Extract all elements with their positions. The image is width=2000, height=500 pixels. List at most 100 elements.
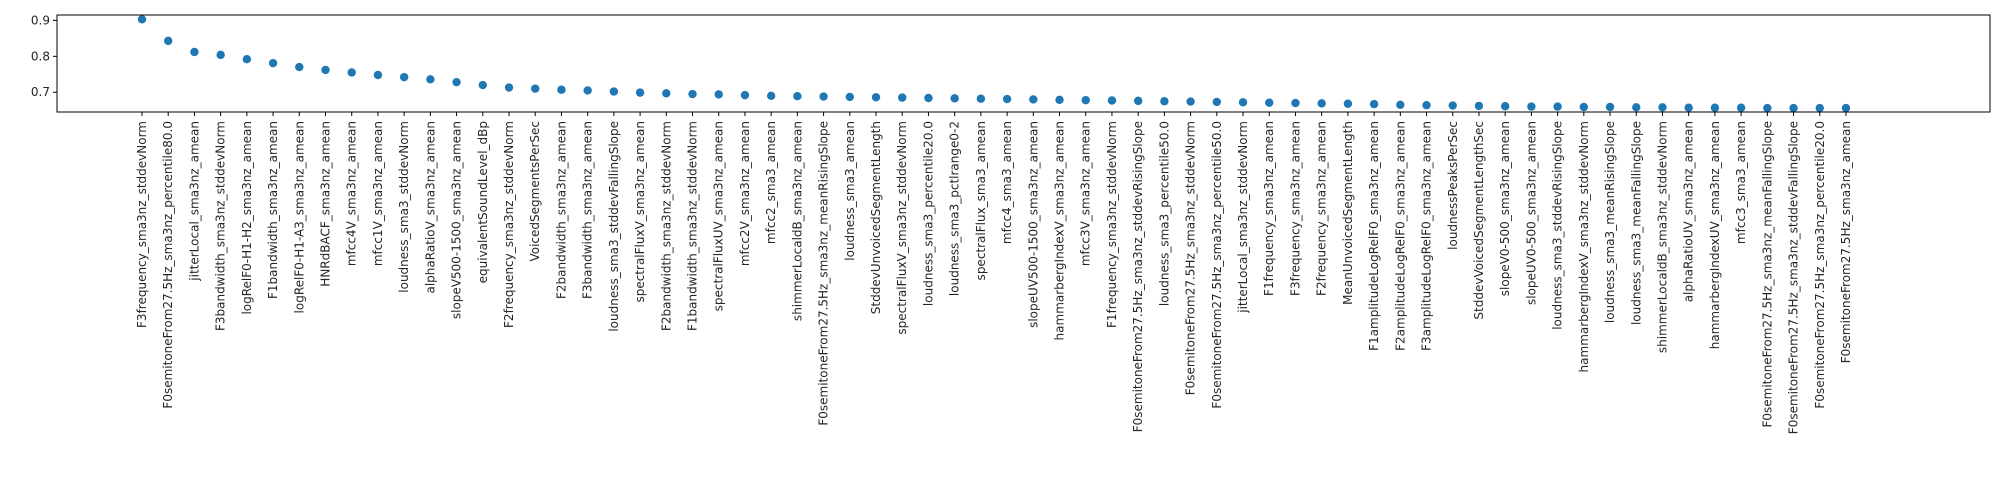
data-point xyxy=(216,50,225,60)
x-tick-label: mfcc4V_sma3nz_amean xyxy=(345,121,359,266)
x-tick-label: F0semitoneFrom27.5Hz_sma3nz_meanFallingS… xyxy=(1760,121,1774,428)
x-tick-label: F1amplitudeLogRelF0_sma3nz_amean xyxy=(1367,121,1381,351)
data-point xyxy=(1107,96,1117,105)
x-tick-label: alphaRatioV_sma3nz_amean xyxy=(423,121,437,294)
y-axis: 0.7 0.8 0.9 xyxy=(31,13,57,99)
x-tick-label: F2frequency_sma3nz_stddevNorm xyxy=(502,121,516,328)
data-point xyxy=(635,88,645,97)
data-point xyxy=(1055,95,1064,104)
x-tick-label: F2amplitudeLogRelF0_sma3nz_amean xyxy=(1393,121,1407,351)
data-point xyxy=(1632,103,1641,112)
x-tick-label: jitterLocal_sma3nz_amean xyxy=(187,121,201,282)
x-tick-label: slopeV0-500_sma3nz_amean xyxy=(1498,121,1512,296)
data-point xyxy=(976,94,986,103)
x-tick-label: mfcc3V_sma3nz_amean xyxy=(1079,121,1093,266)
x-tick-label: loudness_sma3_meanFallingSlope xyxy=(1629,121,1643,325)
x-tick-label: spectralFlux_sma3_amean xyxy=(974,121,988,280)
x-tick-label: spectralFluxV_sma3nz_amean xyxy=(633,121,647,303)
x-tick-label: F0semitoneFrom27.5Hz_sma3nz_percentile20… xyxy=(1813,121,1827,409)
data-point xyxy=(845,92,855,102)
x-tick-label: slopeUV500-1500_sma3nz_amean xyxy=(1026,121,1040,328)
x-tick-label: loudness_sma3_stddevNorm xyxy=(397,121,411,293)
x-tick-label: F3amplitudeLogRelF0_sma3nz_amean xyxy=(1420,121,1434,351)
data-point xyxy=(1081,95,1090,105)
x-tick-label: F2bandwidth_sma3nz_amean xyxy=(554,121,568,299)
x-tick-label: F0semitoneFrom27.5Hz_sma3nz_stddevRising… xyxy=(1131,121,1145,432)
data-point xyxy=(321,65,330,75)
x-tick-label: F3frequency_sma3nz_stddevNorm xyxy=(135,121,149,328)
x-tick-label: F0semitoneFrom27.5Hz_sma3nz_meanRisingSl… xyxy=(817,121,831,426)
x-tick-label: VoicedSegmentsPerSec xyxy=(528,121,542,262)
y-tick-label: 0.8 xyxy=(31,49,50,63)
data-point xyxy=(688,89,697,99)
x-tick-label: F2bandwidth_sma3nz_stddevNorm xyxy=(659,121,673,331)
data-point xyxy=(1002,94,1012,104)
data-point xyxy=(1343,99,1353,108)
data-point xyxy=(1815,103,1824,113)
data-point xyxy=(766,91,776,101)
x-tick-label: mfcc2_sma3_amean xyxy=(764,121,778,244)
x-tick-label: hammarbergIndexUV_sma3nz_amean xyxy=(1708,121,1722,349)
x-tick-label: F0semitoneFrom27.5Hz_sma3nz_stddevFallin… xyxy=(1787,121,1801,434)
x-tick-label: loudness_sma3_stddevRisingSlope xyxy=(1551,121,1565,330)
data-point xyxy=(295,62,304,72)
x-tick-label: F1frequency_sma3nz_stddevNorm xyxy=(1105,121,1119,328)
data-point xyxy=(924,93,933,103)
data-point xyxy=(1317,99,1326,108)
data-point xyxy=(1160,97,1169,106)
data-point xyxy=(373,70,383,80)
x-tick-label: mfcc4_sma3_amean xyxy=(1000,121,1014,244)
data-point xyxy=(871,93,881,102)
x-tick-label: jitterLocal_sma3nz_stddevNorm xyxy=(1236,121,1250,314)
x-tick-label: loudness_sma3_percentile20.0 xyxy=(921,121,935,306)
data-point xyxy=(898,93,907,102)
data-point xyxy=(1291,98,1300,108)
data-point xyxy=(740,90,750,100)
x-tick-label: slopeV500-1500_sma3nz_amean xyxy=(450,121,464,319)
x-tick-label: shimmerLocaldB_sma3nz_amean xyxy=(790,121,804,321)
x-tick-label: mfcc1V_sma3nz_amean xyxy=(371,121,385,266)
data-point xyxy=(504,83,514,92)
data-point xyxy=(1736,103,1746,112)
data-point xyxy=(1029,95,1038,104)
data-point xyxy=(478,80,487,90)
x-tick-label: spectralFluxV_sma3nz_stddevNorm xyxy=(895,121,909,335)
x-tick-label: loudnessPeaksPerSec xyxy=(1446,121,1460,250)
data-point xyxy=(137,15,147,24)
x-tick-label: HNRdBACF_sma3nz_amean xyxy=(319,121,333,287)
x-tick-label: F3bandwidth_sma3nz_amean xyxy=(581,121,595,299)
data-point xyxy=(793,91,802,101)
x-tick-label: F2frequency_sma3nz_amean xyxy=(1315,121,1329,296)
x-tick-label: slopeUV0-500_sma3nz_amean xyxy=(1524,121,1538,305)
data-point xyxy=(714,90,723,99)
data-point xyxy=(1710,103,1720,112)
data-point xyxy=(583,86,592,95)
data-point xyxy=(1186,97,1195,106)
data-point xyxy=(1789,103,1798,113)
y-tick-label: 0.7 xyxy=(31,85,50,99)
data-point xyxy=(164,36,173,46)
data-point xyxy=(662,89,671,98)
data-point xyxy=(1500,102,1510,111)
x-tick-label: F1frequency_sma3nz_amean xyxy=(1262,121,1276,296)
x-tick-label: F0semitoneFrom27.5Hz_sma3nz_percentile50… xyxy=(1210,121,1224,409)
x-tick-label: F3frequency_sma3nz_amean xyxy=(1288,121,1302,296)
plot-frame xyxy=(56,14,1991,113)
x-tick-label: mfcc3_sma3_amean xyxy=(1734,121,1748,244)
data-point xyxy=(1474,101,1484,111)
data-point xyxy=(1448,101,1457,110)
x-axis: F3frequency_sma3nz_stddevNorm F0semitoneF… xyxy=(135,112,1853,434)
x-tick-label: loudness_sma3_meanRisingSlope xyxy=(1603,121,1617,323)
data-point xyxy=(1133,96,1143,106)
x-tick-label: F0semitoneFrom27.5Hz_sma3nz_stddevNorm xyxy=(1184,121,1198,395)
data-point xyxy=(1527,102,1536,111)
data-point xyxy=(1238,98,1248,107)
data-point xyxy=(1763,103,1772,113)
data-point xyxy=(609,87,619,96)
x-tick-label: mfcc2V_sma3nz_amean xyxy=(738,121,752,266)
x-tick-label: logRelF0-H1-A3_sma3nz_amean xyxy=(292,121,306,313)
data-point xyxy=(950,94,959,103)
x-tick-label: loudness_sma3_pctlrange0-2 xyxy=(948,121,962,296)
x-tick-label: F1bandwidth_sma3nz_stddevNorm xyxy=(686,121,700,331)
